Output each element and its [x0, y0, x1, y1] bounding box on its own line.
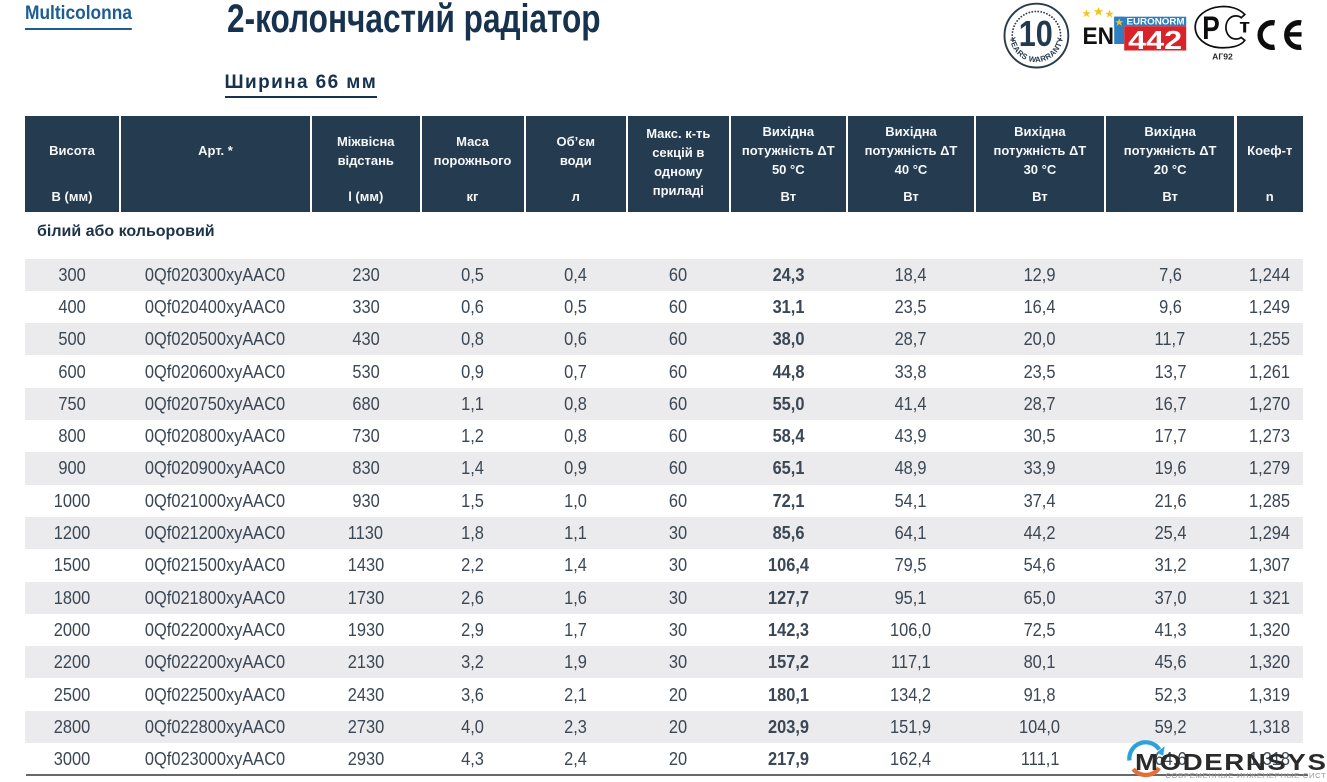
svg-text:10: 10: [1018, 13, 1052, 54]
svg-text:EN: EN: [1083, 23, 1115, 50]
svg-text:P: P: [1202, 10, 1220, 46]
svg-text:442: 442: [1128, 25, 1182, 52]
svg-text:т: т: [1239, 17, 1250, 38]
svg-text:АГ92: АГ92: [1212, 52, 1233, 62]
svg-text:EURONORM: EURONORM: [1127, 17, 1185, 28]
